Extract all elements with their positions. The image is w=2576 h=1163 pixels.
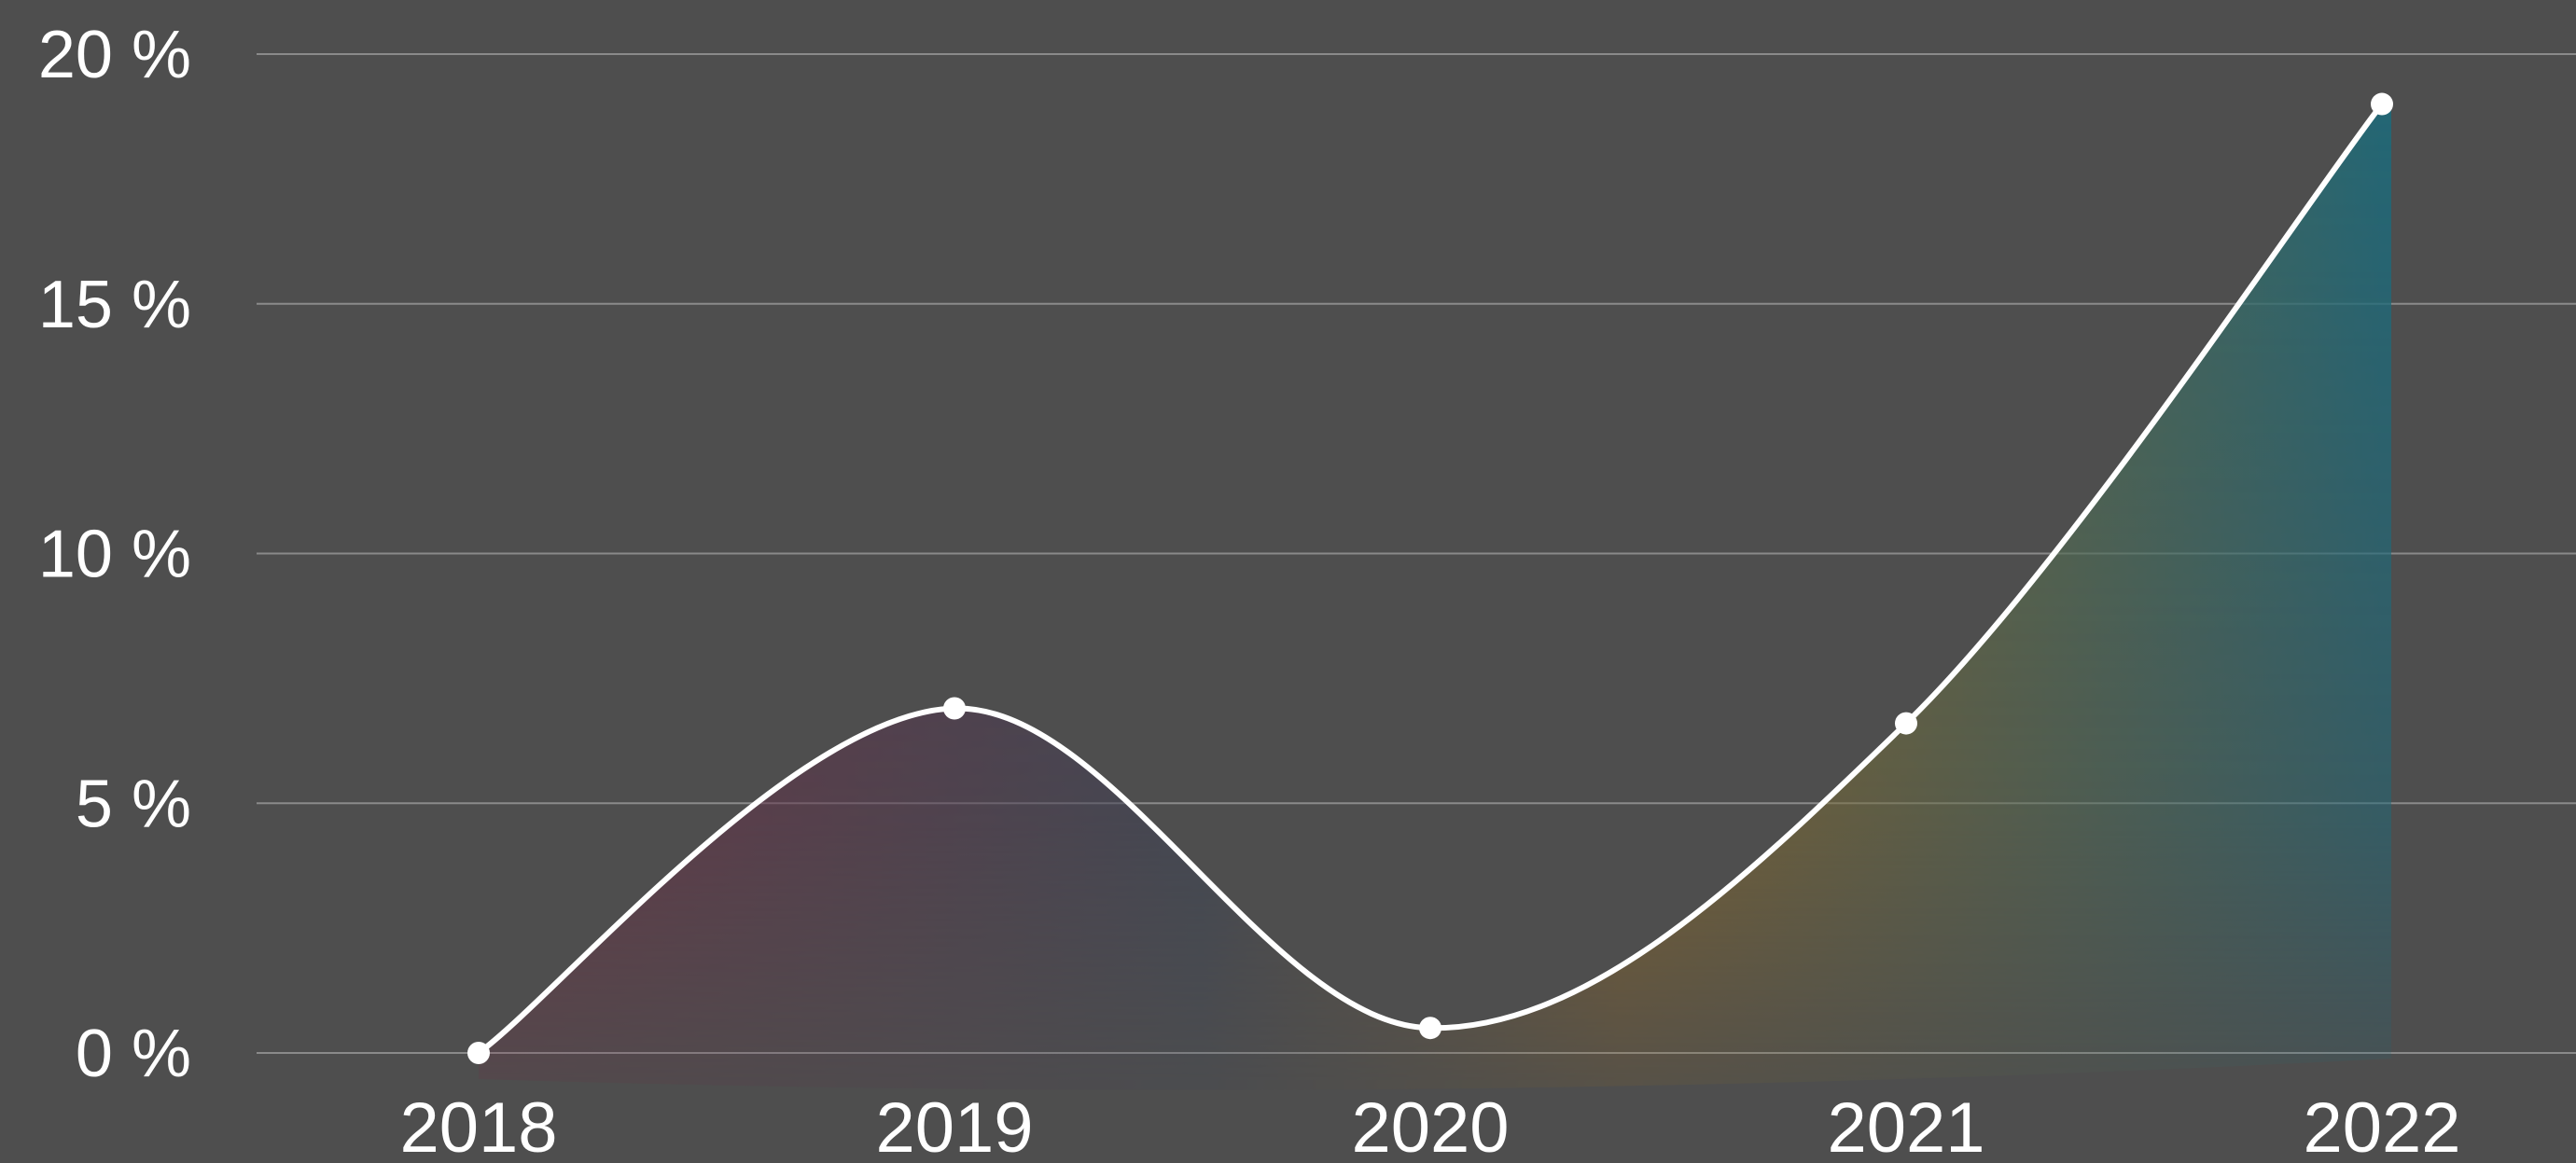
data-point-2020 [1419,1017,1441,1040]
y-axis-labels: 0 % 5 % 10 % 15 % 20 % [38,18,191,1091]
x-tick-label: 2020 [1351,1088,1509,1163]
area-fill [479,104,2391,1090]
y-tick-label: 15 % [38,268,191,342]
data-points [467,92,2393,1064]
data-point-2022 [2371,92,2393,116]
y-tick-label: 10 % [38,518,191,592]
x-tick-label: 2021 [1827,1088,1984,1163]
area-fill-shape [479,104,2391,1090]
y-tick-label: 0 % [76,1017,191,1091]
x-tick-label: 2019 [875,1088,1033,1163]
data-point-2019 [943,697,966,720]
y-tick-label: 20 % [38,18,191,92]
x-tick-label: 2018 [399,1088,557,1163]
x-axis-labels: 2018 2019 2020 2021 2022 [399,1088,2460,1163]
x-tick-label: 2022 [2303,1088,2460,1163]
data-point-2018 [467,1042,490,1064]
y-tick-label: 5 % [76,767,191,841]
data-point-2021 [1895,712,1917,735]
